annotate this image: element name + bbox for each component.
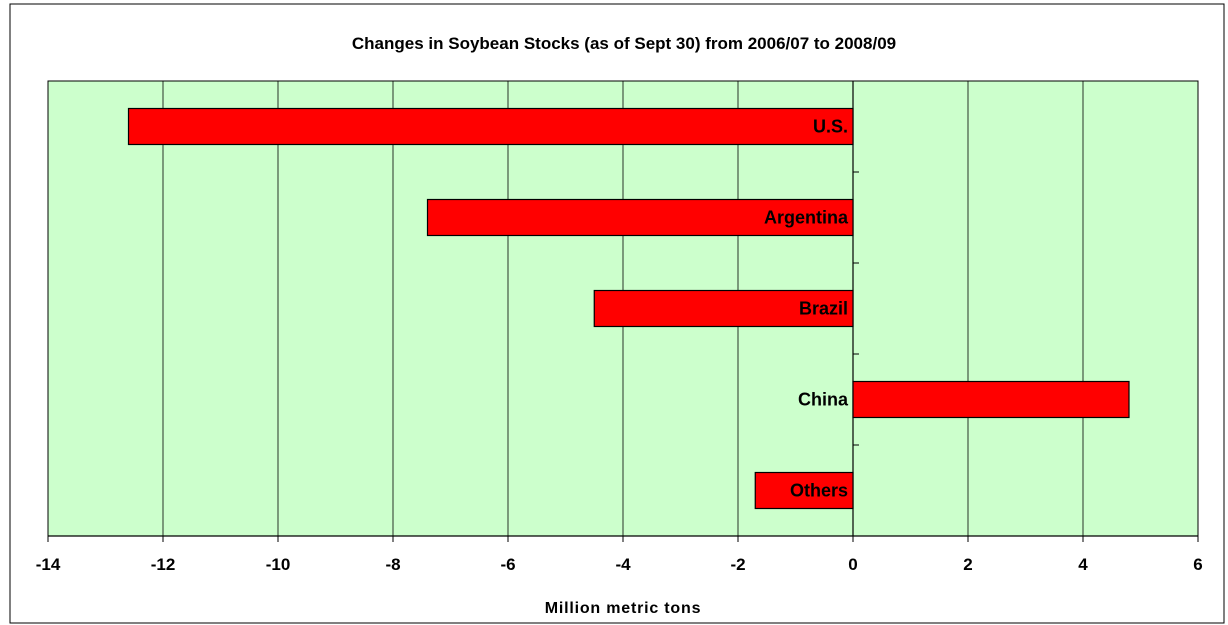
category-label: China	[798, 390, 849, 410]
category-label: U.S.	[813, 117, 848, 137]
category-label: Others	[790, 481, 848, 501]
x-tick-label: 2	[963, 555, 972, 574]
category-label: Brazil	[799, 299, 848, 319]
bar	[593, 289, 854, 328]
category-labels: U.S. Argentina Brazil China Others	[764, 117, 849, 501]
gridlines	[162, 81, 1084, 536]
x-tick-label: 4	[1078, 555, 1088, 574]
bar	[426, 198, 854, 237]
bars	[127, 107, 1130, 510]
category-label: Argentina	[764, 208, 849, 228]
x-tick-labels: -14 -12 -10 -8 -6 -4 -2 0 2 4 6	[36, 555, 1203, 574]
x-tick-label: -6	[500, 555, 515, 574]
bar	[852, 380, 1130, 419]
x-tick-label: -4	[615, 555, 631, 574]
x-tick-label: -2	[730, 555, 745, 574]
x-tick-label: 0	[848, 555, 857, 574]
bar	[754, 471, 854, 510]
x-tick-label: -14	[36, 555, 61, 574]
x-tick-label: -8	[385, 555, 400, 574]
bar	[127, 107, 854, 146]
x-tick-label: -10	[266, 555, 291, 574]
x-tick-label: 6	[1193, 555, 1202, 574]
x-tick-label: -12	[151, 555, 176, 574]
chart-title: Changes in Soybean Stocks (as of Sept 30…	[352, 34, 896, 53]
x-axis-label: Million metric tons	[545, 600, 702, 617]
